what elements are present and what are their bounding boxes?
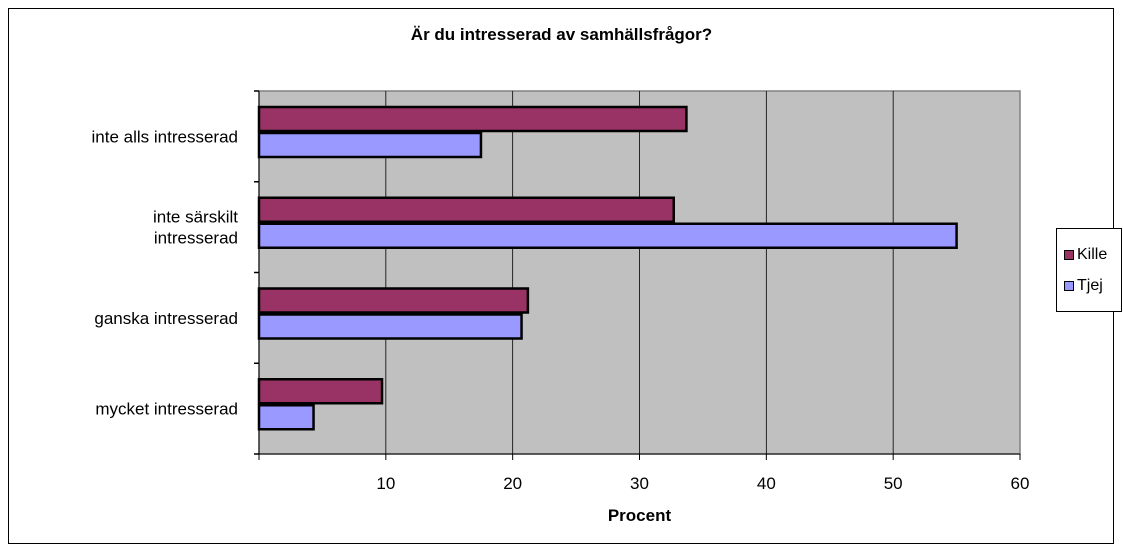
x-tick-label: 40	[757, 474, 776, 493]
legend: Kille Tjej	[1056, 228, 1122, 312]
legend-item-tjej: Tjej	[1064, 276, 1103, 296]
x-tick-label: 50	[884, 474, 903, 493]
bar-kille-3	[257, 287, 530, 314]
x-tick-label: 30	[630, 474, 649, 493]
category-label: mycket intresserad	[95, 400, 238, 419]
legend-swatch-tjej	[1064, 281, 1074, 291]
chart-title: Är du intresserad av samhällsfrågor?	[410, 25, 713, 44]
legend-item-kille: Kille	[1064, 245, 1107, 265]
category-labels: inte alls intresserad inte särskilt intres…	[92, 127, 239, 418]
category-label: inte alls intresserad	[92, 127, 238, 146]
bar-tjej-4	[257, 404, 315, 431]
category-label: inte särskilt intresserad	[153, 208, 238, 248]
bar-tjej-3	[257, 313, 523, 340]
grid-lines	[385, 91, 894, 454]
legend-label-kille: Kille	[1077, 246, 1108, 263]
bar-kille-2	[257, 196, 675, 223]
x-tick-label: 10	[376, 474, 395, 493]
bar-tjej-2	[257, 222, 958, 249]
x-tick-label: 20	[503, 474, 522, 493]
legend-swatch-kille	[1064, 250, 1074, 260]
bar-tjej-1	[257, 131, 483, 159]
x-tick-label: 60	[1011, 474, 1030, 493]
axes	[254, 90, 1021, 460]
bar-kille-4	[257, 378, 384, 405]
tick-labels: 10 20 30 40 50 60	[376, 474, 1029, 493]
category-label: ganska intresserad	[94, 309, 238, 328]
x-axis-label: Procent	[608, 506, 672, 525]
legend-label-tjej: Tjej	[1077, 277, 1103, 294]
bar-kille-1	[257, 105, 688, 133]
